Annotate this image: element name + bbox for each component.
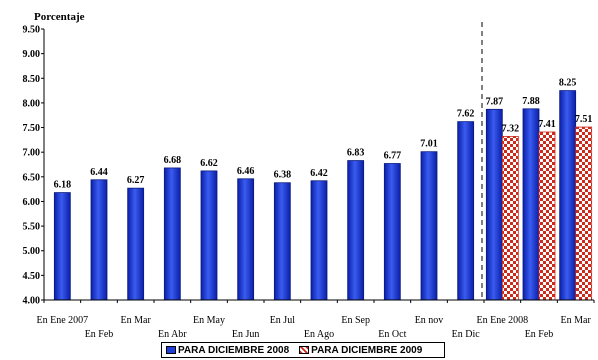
bar-2008	[383, 163, 401, 301]
y-tick-label: 7.50	[23, 123, 41, 134]
legend-swatch-2009	[299, 346, 310, 354]
legend-swatch-2008	[166, 346, 176, 354]
data-label-2008: 6.68	[164, 155, 182, 166]
bar-2008	[200, 170, 218, 301]
data-label-2008: 8.25	[559, 78, 577, 89]
y-tick-label: 8.50	[23, 74, 41, 85]
bar-2008	[559, 90, 577, 301]
x-tick-label: En Ene 2008	[477, 315, 529, 326]
bar-2008	[127, 187, 145, 301]
bar-2009	[538, 131, 556, 301]
x-tick-label: En Mar	[121, 315, 152, 326]
bar-2008	[273, 182, 291, 301]
bars	[53, 90, 593, 301]
bar-2008	[347, 160, 365, 301]
x-axis: En Ene 2007 En Feb En Mar En Abr En May En Ju…	[37, 22, 595, 340]
y-tick-label: 4.00	[23, 296, 41, 307]
data-label-2008: 7.01	[420, 139, 438, 150]
x-tick-label: En Feb	[525, 329, 554, 340]
data-label-2008: 6.27	[127, 175, 145, 186]
y-tick-label: 9.00	[23, 49, 41, 60]
data-labels: 6.18 6.44 6.27 6.68 6.62 6.46 6.38 6.42 6.83 6.77…	[54, 78, 593, 191]
x-tick-label: En Mar	[561, 315, 592, 326]
x-tick-label: En Jun	[232, 329, 260, 340]
data-label-2008: 6.46	[237, 166, 255, 177]
bar-2008	[522, 108, 540, 301]
x-tick-label: En nov	[415, 315, 444, 326]
y-tick-label: 7.00	[23, 148, 41, 159]
data-label-2008: 6.83	[347, 148, 365, 159]
data-label-2008: 7.62	[457, 109, 475, 120]
bar-2008	[310, 180, 328, 301]
y-tick-label: 4.50	[23, 271, 41, 282]
legend-label-2008: PARA DICIEMBRE 2008	[178, 344, 290, 356]
data-label-2008: 6.42	[310, 168, 328, 179]
bar-2008	[485, 108, 503, 301]
data-label-2008: 6.38	[274, 170, 292, 181]
y-axis-title: Porcentaje	[34, 11, 85, 23]
bar-2008	[163, 167, 181, 301]
data-label-2009: 7.32	[502, 123, 520, 134]
chart: Porcentaje 4.00 4.50 5.00 5.50 6.00 6.50 7.00 7…	[23, 11, 595, 340]
x-tick-label: En Oct	[378, 329, 406, 340]
x-tick-label: En Ago	[304, 329, 334, 340]
data-label-2008: 7.87	[486, 96, 504, 107]
data-label-2008: 7.88	[522, 96, 540, 107]
data-label-2009: 7.41	[538, 119, 556, 130]
y-tick-label: 5.50	[23, 222, 41, 233]
x-tick-label: En Sep	[341, 315, 370, 326]
x-tick-label: En Dic	[452, 329, 481, 340]
x-tick-label: En Abr	[158, 329, 187, 340]
y-tick-label: 8.00	[23, 98, 41, 109]
bar-2008	[457, 121, 475, 301]
legend-item-2008: PARA DICIEMBRE 2008	[166, 345, 289, 356]
bar-2008	[90, 179, 108, 301]
data-label-2008: 6.62	[200, 158, 218, 169]
bar-2008	[237, 178, 255, 301]
legend-label-2009: PARA DICIEMBRE 2009	[311, 344, 423, 356]
x-tick-label: En Ene 2007	[37, 315, 89, 326]
x-tick-label: En Feb	[85, 329, 114, 340]
x-tick-label: En Jul	[270, 315, 296, 326]
y-tick-label: 9.50	[23, 25, 41, 36]
bar-2009	[501, 136, 519, 301]
bar-2009	[575, 126, 593, 301]
y-tick-label: 6.50	[23, 172, 41, 183]
legend: PARA DICIEMBRE 2008 PARA DICIEMBRE 2009	[161, 342, 445, 358]
y-tick-label: 5.00	[23, 246, 41, 257]
y-tick-label: 6.00	[23, 197, 41, 208]
data-label-2008: 6.44	[90, 167, 108, 178]
bar-2008	[53, 192, 71, 301]
data-label-2008: 6.18	[54, 180, 72, 191]
bar-2008	[420, 151, 438, 301]
data-label-2008: 6.77	[384, 151, 402, 162]
y-axis: 4.00 4.50 5.00 5.50 6.00 6.50 7.00 7.50 8.00 8.50…	[23, 25, 45, 307]
data-label-2009: 7.51	[575, 114, 593, 125]
x-tick-label: En May	[193, 315, 225, 326]
legend-item-2009: PARA DICIEMBRE 2009	[299, 345, 422, 356]
